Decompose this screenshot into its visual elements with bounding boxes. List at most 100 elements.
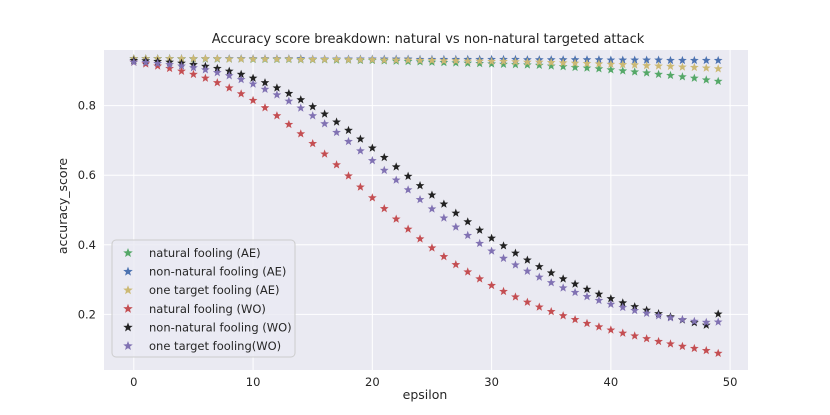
- data-point: [224, 54, 234, 63]
- data-point: [713, 76, 723, 86]
- data-point: [296, 103, 306, 112]
- data-point: [523, 60, 532, 69]
- data-point: [367, 156, 377, 165]
- data-point: [367, 143, 377, 152]
- data-point: [630, 305, 640, 315]
- x-axis-label: epsilon: [403, 387, 448, 402]
- data-point: [630, 60, 640, 69]
- data-point: [153, 58, 163, 68]
- legend-marker: [123, 322, 133, 332]
- data-point: [678, 55, 687, 65]
- data-point: [475, 56, 485, 65]
- data-point: [475, 274, 485, 283]
- x-tick-label: 30: [484, 375, 499, 389]
- data-point: [201, 65, 210, 74]
- data-point: [296, 54, 306, 64]
- legend-marker: [123, 341, 133, 351]
- data-point: [487, 280, 496, 290]
- data-point: [546, 306, 556, 316]
- data-point: [666, 313, 675, 322]
- data-point: [701, 55, 711, 65]
- data-point: [523, 297, 532, 306]
- data-point: [272, 54, 282, 63]
- data-point: [654, 55, 663, 64]
- data-point: [701, 320, 711, 329]
- legend-box: [111, 239, 296, 358]
- legend-label: non-natural fooling (WO): [149, 320, 292, 334]
- data-point: [701, 345, 711, 355]
- data-point: [666, 61, 675, 71]
- legend-item: non-natural fooling (AE): [123, 265, 286, 279]
- data-point: [487, 56, 496, 66]
- data-point: [284, 119, 294, 129]
- data-point: [618, 60, 628, 69]
- data-point: [344, 55, 353, 64]
- data-point: [463, 230, 473, 240]
- data-point: [618, 298, 628, 307]
- data-point: [272, 90, 282, 99]
- data-point: [558, 274, 568, 283]
- data-point: [284, 96, 294, 105]
- data-point: [487, 233, 496, 242]
- data-point: [308, 111, 318, 120]
- data-point: [236, 89, 246, 98]
- data-point: [177, 61, 186, 70]
- data-point: [379, 204, 389, 213]
- data-point: [594, 55, 604, 64]
- y-tick-label: 0.4: [78, 238, 96, 252]
- legend-label: natural fooling (WO): [149, 302, 266, 316]
- legend-marker: [123, 303, 133, 313]
- data-point: [177, 54, 186, 63]
- data-point: [534, 302, 544, 311]
- data-point: [642, 61, 651, 70]
- data-point: [511, 248, 520, 257]
- data-point: [606, 299, 616, 308]
- data-point: [487, 59, 496, 68]
- data-point: [523, 57, 532, 66]
- x-axis-ticks: 0 10 20 30 40 50: [130, 375, 737, 389]
- data-point: [475, 58, 485, 68]
- data-point: [248, 73, 258, 82]
- legend-item: one target fooling (AE): [123, 283, 280, 297]
- data-point: [344, 171, 353, 180]
- legend-label: one target fooling (AE): [149, 283, 280, 297]
- data-point: [499, 253, 508, 263]
- x-tick-label: 0: [130, 375, 137, 389]
- legend-item: one target fooling(WO): [123, 339, 281, 353]
- data-point: [248, 95, 258, 105]
- data-point: [212, 54, 222, 63]
- data-point: [415, 194, 425, 204]
- data-point: [439, 56, 449, 65]
- data-point: [356, 146, 365, 155]
- data-point: [642, 68, 651, 77]
- data-point: [427, 190, 437, 199]
- data-point: [534, 60, 544, 70]
- data-point: [403, 185, 413, 194]
- data-point: [689, 55, 699, 65]
- data-point: [260, 103, 270, 112]
- data-point: [439, 213, 449, 222]
- data-point: [546, 61, 556, 70]
- data-point: [630, 331, 640, 340]
- data-point: [391, 162, 401, 171]
- data-point: [463, 267, 473, 276]
- legend-item: natural fooling (WO): [123, 302, 266, 316]
- data-point: [451, 222, 461, 231]
- data-point: [224, 71, 234, 80]
- data-point: [666, 339, 675, 348]
- data-point: [332, 117, 341, 126]
- data-point: [189, 69, 198, 79]
- data-point: [475, 238, 485, 248]
- data-point: [689, 343, 699, 353]
- data-point: [678, 62, 687, 71]
- data-point: [558, 58, 568, 67]
- data-point: [356, 55, 365, 64]
- data-point: [582, 284, 592, 294]
- data-point: [177, 66, 186, 75]
- data-point: [284, 88, 294, 98]
- data-point: [367, 193, 377, 202]
- data-point: [403, 55, 413, 64]
- data-point: [427, 55, 437, 65]
- data-point: [618, 55, 628, 64]
